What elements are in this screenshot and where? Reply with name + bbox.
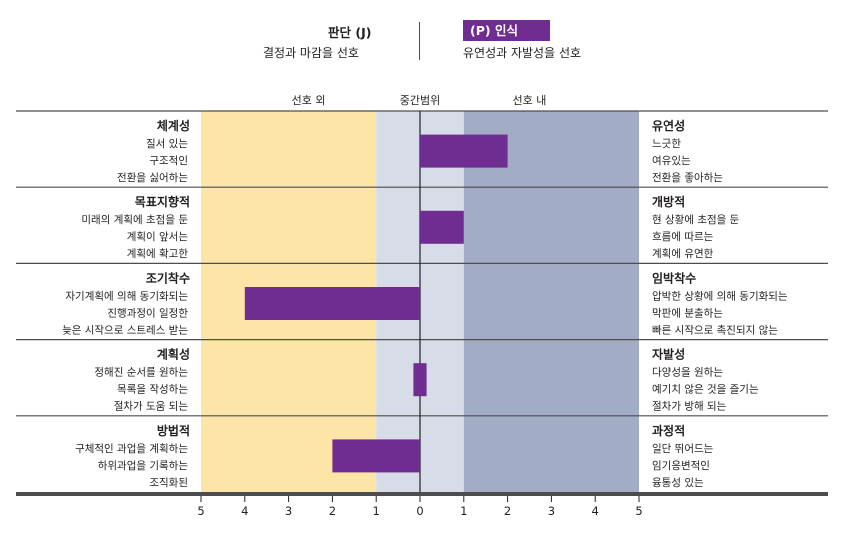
x-tick-label: 2 [504,504,511,518]
left-category-title: 조기착수 [146,270,190,285]
score-bar [332,439,420,473]
score-bar [413,363,427,397]
left-category-item: 계획에 확고한 [127,247,189,260]
header-divider [419,22,420,60]
left-category-item: 자기계획에 의해 동기화되는 [65,289,188,302]
perceiving-subtitle: 유연성과 자발성을 선호 [463,46,582,60]
right-category-title: 개방적 [652,194,685,209]
right-category-title: 과정적 [652,423,685,438]
x-tick-label: 1 [460,504,467,518]
right-category-item: 여유있는 [652,155,691,167]
x-tick-label: 4 [592,504,599,518]
judging-title: 판단 (J) [328,25,372,40]
x-tick-label: 2 [329,504,336,518]
right-category-title: 자발성 [652,347,685,362]
zone-label-mid: 중간범위 [400,94,440,107]
left-category-item: 목록을 작성하는 [117,383,188,396]
left-category-item: 조직화된 [149,477,188,489]
left-category-item: 미래의 계획에 초점을 둔 [81,214,188,226]
right-category-item: 절차가 방해 되는 [652,400,727,413]
left-category-item: 늦은 시작으로 스트레스 받는 [62,324,188,336]
left-category-item: 계획이 앞서는 [127,231,189,243]
left-category-item: 구조적인 [149,155,188,167]
left-category-title: 체계성 [157,118,190,133]
right-category-title: 임박착수 [652,270,696,285]
right-category-item: 막판에 분출하는 [652,306,723,319]
left-category-title: 계획성 [157,347,190,362]
score-bar [420,134,508,168]
left-category-item: 하위과업을 기록하는 [98,459,189,472]
x-tick-label: 3 [548,504,555,518]
left-category-item: 진행과정이 일정한 [107,306,188,319]
right-category-item: 예기치 않은 것을 즐기는 [652,383,759,396]
left-category-title: 방법적 [157,423,190,438]
right-category-item: 압박한 상황에 의해 동기화되는 [652,289,788,302]
x-tick-label: 5 [635,504,642,518]
score-bar [244,287,420,320]
score-bar [420,210,464,244]
x-tick-label: 4 [241,504,248,518]
x-tick-label: 3 [285,504,292,518]
left-category-title: 목표지향적 [135,194,190,209]
right-category-title: 유연성 [652,118,685,133]
left-category-item: 절차가 도움 되는 [114,400,189,413]
right-category-item: 계획에 유연한 [652,248,714,260]
right-category-item: 융통성 있는 [652,477,704,489]
zone-label-out: 선호 외 [292,94,326,107]
left-category-item: 전환을 싫어하는 [117,171,188,184]
x-tick-label: 1 [373,504,380,518]
zone-label-in: 선호 내 [512,94,546,107]
left-category-item: 질서 있는 [146,138,188,150]
right-category-item: 일단 뛰어드는 [652,442,714,455]
right-category-item: 빠른 시작으로 촉진되지 않는 [652,324,778,336]
right-category-item: 다양성을 원하는 [652,366,723,379]
right-category-item: 임기응변적인 [652,459,710,472]
judging-subtitle: 결정과 마감을 선호 [263,46,359,60]
x-axis [16,492,828,496]
perceiving-badge: (P) 인식 [463,20,550,41]
right-category-item: 흐름에 따르는 [652,231,714,243]
right-category-item: 느긋한 [652,138,681,150]
x-tick-label: 0 [416,504,423,518]
zone-in-preference [463,111,639,492]
right-category-item: 현 상황에 초점을 둔 [652,214,740,226]
left-category-item: 구체적인 과업을 계획하는 [75,442,188,455]
left-category-item: 정해진 순서를 원하는 [94,366,188,379]
x-tick-label: 5 [197,504,204,518]
right-category-item: 전환을 좋아하는 [652,171,723,184]
